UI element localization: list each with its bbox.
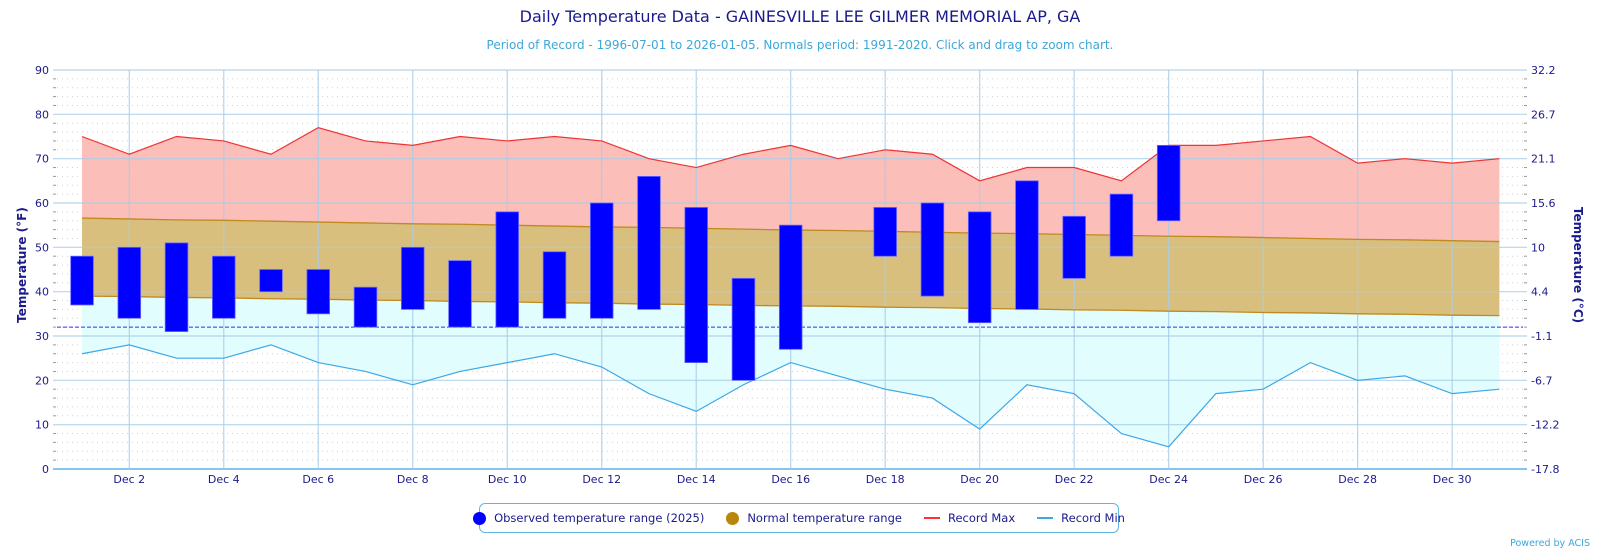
x-tick-label: Dec 8 (397, 473, 429, 486)
x-tick-label: Dec 18 (866, 473, 905, 486)
y-tick-label-right: 21.1 (1531, 153, 1556, 166)
chart-title: Daily Temperature Data - GAINESVILLE LEE… (519, 7, 1081, 26)
y-tick-label-left: 80 (35, 108, 49, 121)
x-tick-label: Dec 28 (1338, 473, 1377, 486)
observed-range-bar[interactable] (495, 211, 519, 328)
y-axis-title-right: Temperature (°C) (1571, 206, 1585, 324)
legend-record-max-line-icon (923, 517, 940, 519)
x-tick-label: Dec 26 (1244, 473, 1283, 486)
x-tick-label: Dec 20 (960, 473, 999, 486)
x-tick-label: Dec 16 (771, 473, 810, 486)
observed-range-bar[interactable] (684, 207, 708, 364)
x-tick-label: Dec 30 (1433, 473, 1472, 486)
y-tick-label-right: -17.8 (1531, 463, 1559, 476)
y-tick-label-left: 70 (35, 153, 49, 166)
legend-observed-dot-icon (473, 511, 487, 525)
y-tick-label-right: 26.7 (1531, 108, 1556, 121)
legend-record-max-label: Record Max (947, 511, 1016, 525)
observed-range-bar[interactable] (542, 251, 567, 319)
y-tick-label-left: 20 (35, 374, 49, 387)
record-min-area (82, 296, 1500, 447)
observed-range-bar[interactable] (920, 202, 945, 297)
y-tick-label-right: 32.2 (1531, 64, 1556, 77)
x-tick-label: Dec 12 (582, 473, 621, 486)
y-tick-label-left: 50 (35, 241, 49, 254)
x-tick-label: Dec 6 (302, 473, 334, 486)
observed-range-bar[interactable] (212, 255, 236, 319)
observed-range-bar[interactable] (401, 246, 425, 310)
y-tick-label-left: 60 (35, 197, 49, 210)
chart-subtitle: Period of Record - 1996-07-01 to 2026-01… (486, 38, 1114, 52)
observed-range-bar[interactable] (306, 269, 331, 315)
observed-bars (70, 144, 1181, 381)
y-tick-label-right: -12.2 (1531, 419, 1559, 432)
legend-item-normal[interactable]: Normal temperature range (726, 511, 902, 525)
axes: 0 -17.8 10 -12.2 20 -6.7 30 -1.1 40 4.4 50 10 60 15.6… (35, 64, 1559, 486)
observed-range-bar[interactable] (259, 269, 283, 293)
observed-range-bar[interactable] (70, 255, 94, 306)
powered-by-link[interactable]: Powered by ACIS (1510, 538, 1590, 549)
y-tick-label-right: 10 (1531, 241, 1545, 254)
record-min-line (81, 344, 1500, 448)
x-tick-label: Dec 14 (677, 473, 716, 486)
x-tick-label: Dec 10 (488, 473, 527, 486)
legend-item-record-min[interactable]: Record Min (1037, 511, 1125, 525)
y-tick-label-right: -6.7 (1531, 374, 1552, 387)
observed-range-bar[interactable] (353, 286, 378, 328)
record-max-line (81, 126, 1500, 182)
observed-range-bar[interactable] (1015, 180, 1039, 310)
legend-normal-dot-icon (726, 511, 740, 525)
observed-range-bar[interactable] (1109, 193, 1134, 257)
legend-record-min-label: Record Min (1061, 511, 1125, 525)
y-tick-label-right: 4.4 (1531, 286, 1549, 299)
legend-normal-label: Normal temperature range (747, 511, 902, 525)
y-tick-label-right: -1.1 (1531, 330, 1552, 343)
x-tick-label: Dec 4 (208, 473, 240, 486)
legend-item-record-max[interactable]: Record Max (923, 511, 1016, 525)
observed-range-bar[interactable] (1062, 215, 1086, 279)
legend-item-observed[interactable]: Observed temperature range (2025) (473, 511, 704, 525)
y-tick-label-left: 0 (42, 463, 49, 476)
y-axis-title-left: Temperature (°F) (15, 207, 29, 323)
y-tick-label-left: 90 (35, 64, 49, 77)
y-tick-label-left: 30 (35, 330, 49, 343)
observed-range-bar[interactable] (1156, 144, 1181, 222)
observed-range-bar[interactable] (731, 277, 756, 381)
observed-range-bar[interactable] (637, 175, 661, 310)
observed-range-bar[interactable] (967, 211, 992, 324)
legend: Observed temperature range (2025) Normal… (473, 503, 1125, 533)
observed-range-bar[interactable] (164, 242, 189, 332)
x-tick-label: Dec 24 (1149, 473, 1188, 486)
y-tick-label-left: 10 (35, 419, 49, 432)
observed-range-bar[interactable] (448, 260, 472, 328)
legend-record-min-line-icon (1037, 517, 1054, 519)
observed-range-bar[interactable] (778, 224, 803, 350)
x-tick-label: Dec 22 (1055, 473, 1094, 486)
y-tick-label-right: 15.6 (1531, 197, 1556, 210)
observed-range-bar[interactable] (589, 202, 614, 319)
y-tick-label-left: 40 (35, 286, 49, 299)
x-tick-label: Dec 2 (113, 473, 145, 486)
observed-range-bar[interactable] (873, 207, 897, 257)
observed-range-bar[interactable] (117, 246, 142, 319)
legend-observed-label: Observed temperature range (2025) (494, 511, 705, 525)
